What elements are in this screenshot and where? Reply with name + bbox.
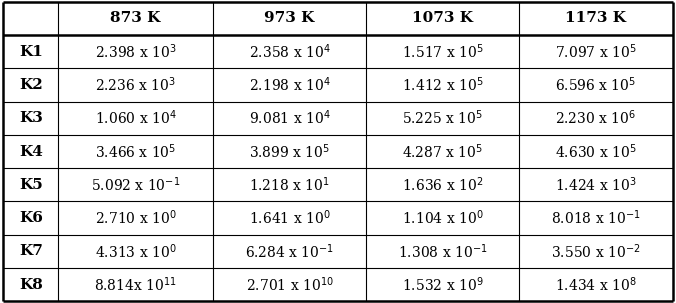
Text: 2.710 x 10$^{0}$: 2.710 x 10$^{0}$ <box>95 209 176 228</box>
Text: 3.550 x 10$^{-2}$: 3.550 x 10$^{-2}$ <box>551 242 641 261</box>
Text: 1.434 x 10$^{8}$: 1.434 x 10$^{8}$ <box>555 275 637 294</box>
Text: K4: K4 <box>19 145 43 158</box>
Text: K6: K6 <box>19 211 43 225</box>
Text: 8.018 x 10$^{-1}$: 8.018 x 10$^{-1}$ <box>551 209 641 228</box>
Text: 1.517 x 10$^{5}$: 1.517 x 10$^{5}$ <box>402 42 483 61</box>
Text: 1.104 x 10$^{0}$: 1.104 x 10$^{0}$ <box>402 209 483 228</box>
Text: 4.313 x 10$^{0}$: 4.313 x 10$^{0}$ <box>95 242 176 261</box>
Text: 1173 K: 1173 K <box>566 11 627 25</box>
Text: 973 K: 973 K <box>264 11 314 25</box>
Text: K7: K7 <box>19 245 43 258</box>
Text: 3.466 x 10$^{5}$: 3.466 x 10$^{5}$ <box>95 142 176 161</box>
Text: 1.412 x 10$^{5}$: 1.412 x 10$^{5}$ <box>402 75 483 94</box>
Text: 8.814x 10$^{11}$: 8.814x 10$^{11}$ <box>94 275 177 294</box>
Text: 873 K: 873 K <box>110 11 161 25</box>
Text: 9.081 x 10$^{4}$: 9.081 x 10$^{4}$ <box>249 109 331 128</box>
Text: 6.596 x 10$^{5}$: 6.596 x 10$^{5}$ <box>556 75 637 94</box>
Text: 5.225 x 10$^{5}$: 5.225 x 10$^{5}$ <box>402 109 483 128</box>
Text: 2.398 x 10$^{3}$: 2.398 x 10$^{3}$ <box>95 42 176 61</box>
Text: 4.287 x 10$^{5}$: 4.287 x 10$^{5}$ <box>402 142 483 161</box>
Text: 2.230 x 10$^{6}$: 2.230 x 10$^{6}$ <box>556 109 637 128</box>
Text: 6.284 x 10$^{-1}$: 6.284 x 10$^{-1}$ <box>245 242 334 261</box>
Text: 2.701 x 10$^{10}$: 2.701 x 10$^{10}$ <box>245 275 333 294</box>
Text: 1.641 x 10$^{0}$: 1.641 x 10$^{0}$ <box>249 209 331 228</box>
Text: 1.308 x 10$^{-1}$: 1.308 x 10$^{-1}$ <box>398 242 487 261</box>
Text: 1.218 x 10$^{1}$: 1.218 x 10$^{1}$ <box>249 175 330 194</box>
Text: K8: K8 <box>19 278 43 292</box>
Text: 2.236 x 10$^{3}$: 2.236 x 10$^{3}$ <box>95 75 176 94</box>
Text: 3.899 x 10$^{5}$: 3.899 x 10$^{5}$ <box>249 142 330 161</box>
Text: 1.532 x 10$^{9}$: 1.532 x 10$^{9}$ <box>402 275 483 294</box>
Text: 1.424 x 10$^{3}$: 1.424 x 10$^{3}$ <box>555 175 637 194</box>
Text: 1073 K: 1073 K <box>412 11 473 25</box>
Text: K2: K2 <box>19 78 43 92</box>
Text: K1: K1 <box>19 45 43 58</box>
Text: 1.060 x 10$^{4}$: 1.060 x 10$^{4}$ <box>95 109 176 128</box>
Text: K3: K3 <box>19 111 43 125</box>
Text: 1.636 x 10$^{2}$: 1.636 x 10$^{2}$ <box>402 175 483 194</box>
Text: 2.198 x 10$^{4}$: 2.198 x 10$^{4}$ <box>249 75 331 94</box>
Text: K5: K5 <box>19 178 43 192</box>
Text: 5.092 x 10$^{-1}$: 5.092 x 10$^{-1}$ <box>91 175 180 194</box>
Text: 4.630 x 10$^{5}$: 4.630 x 10$^{5}$ <box>555 142 637 161</box>
Text: 7.097 x 10$^{5}$: 7.097 x 10$^{5}$ <box>555 42 637 61</box>
Text: 2.358 x 10$^{4}$: 2.358 x 10$^{4}$ <box>249 42 331 61</box>
